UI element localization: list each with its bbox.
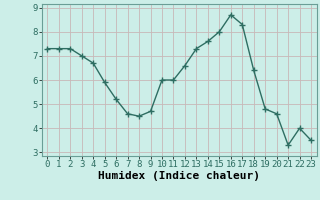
X-axis label: Humidex (Indice chaleur): Humidex (Indice chaleur) (98, 171, 260, 181)
